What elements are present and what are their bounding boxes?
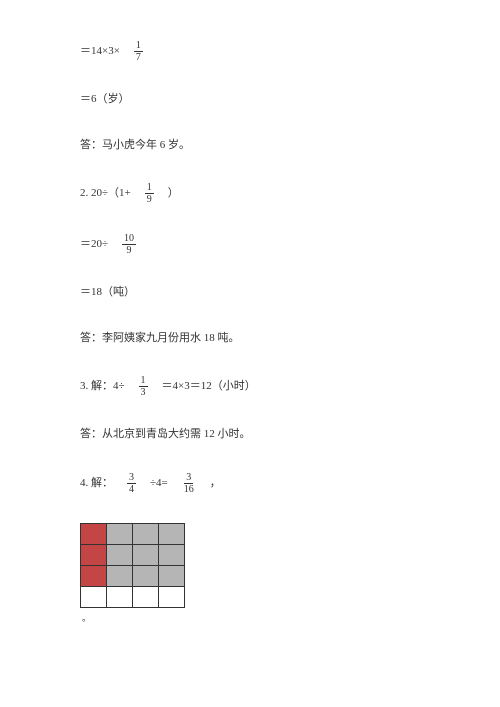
p3-step1: 3. 解：4÷ 1 3 ＝4×3＝12（小时） xyxy=(80,375,440,398)
p2-step3: ＝18（吨） xyxy=(80,284,440,302)
text: ， xyxy=(210,475,221,493)
p1-answer: 答：马小虎今年 6 岁。 xyxy=(80,137,440,155)
text: 答：马小虎今年 6 岁。 xyxy=(80,137,190,155)
p2-step1: 2. 20÷（1+ 1 9 ） xyxy=(80,182,440,205)
grid-table xyxy=(80,523,185,608)
grid-cell xyxy=(81,565,107,586)
fraction: 10 9 xyxy=(122,233,136,256)
grid-cell xyxy=(159,565,185,586)
grid-cell xyxy=(133,586,159,607)
grid-cell xyxy=(133,523,159,544)
fraction: 3 16 xyxy=(182,472,196,495)
grid-cell xyxy=(107,523,133,544)
grid-cell xyxy=(159,586,185,607)
p1-step2: ＝6（岁） xyxy=(80,91,440,109)
grid-cell xyxy=(81,523,107,544)
grid-cell xyxy=(107,565,133,586)
grid-cell xyxy=(159,544,185,565)
grid-cell xyxy=(133,544,159,565)
p3-answer: 答：从北京到青岛大约需 12 小时。 xyxy=(80,426,440,444)
text: ） xyxy=(168,185,179,203)
p4-step1: 4. 解： 3 4 ÷4= 3 16 ， xyxy=(80,472,440,495)
text: ＝18（吨） xyxy=(80,284,135,302)
fraction: 1 7 xyxy=(134,40,143,63)
grid-period: 。 xyxy=(82,613,91,623)
page-content: ＝14×3× 1 7 ＝6（岁） 答：马小虎今年 6 岁。 2. 20÷（1+ … xyxy=(0,0,500,666)
grid-cell xyxy=(107,544,133,565)
grid-cell xyxy=(159,523,185,544)
grid-cell xyxy=(133,565,159,586)
fraction: 3 4 xyxy=(127,472,136,495)
fraction-grid-diagram: 。 xyxy=(80,523,440,626)
text: ＝6（岁） xyxy=(80,91,130,109)
text: 4. 解： xyxy=(80,475,113,493)
grid-cell xyxy=(81,544,107,565)
grid-cell xyxy=(81,586,107,607)
text: 答：从北京到青岛大约需 12 小时。 xyxy=(80,426,251,444)
fraction: 1 3 xyxy=(139,375,148,398)
p2-step2: ＝20÷ 10 9 xyxy=(80,233,440,256)
text: 2. 20÷（1+ xyxy=(80,185,131,203)
text: 3. 解：4÷ xyxy=(80,378,125,396)
p1-step1: ＝14×3× 1 7 xyxy=(80,40,440,63)
fraction: 1 9 xyxy=(145,182,154,205)
p2-answer: 答：李阿姨家九月份用水 18 吨。 xyxy=(80,330,440,348)
text: 答：李阿姨家九月份用水 18 吨。 xyxy=(80,330,240,348)
grid-cell xyxy=(107,586,133,607)
text: ÷4= xyxy=(150,475,168,493)
text: ＝14×3× xyxy=(80,43,120,61)
text: ＝4×3＝12（小时） xyxy=(162,378,256,396)
text: ＝20÷ xyxy=(80,236,108,254)
